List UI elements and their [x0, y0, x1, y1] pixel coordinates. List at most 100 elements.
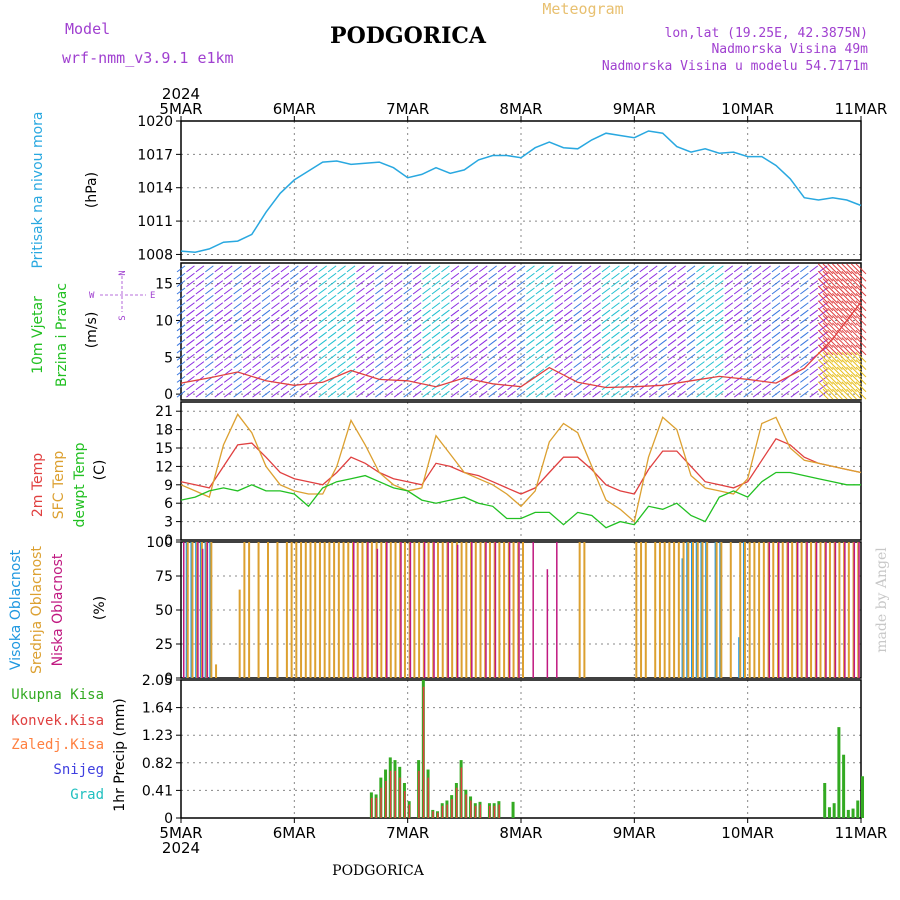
wind-barb — [403, 390, 412, 398]
wind-barb — [497, 368, 507, 376]
wind-barb — [431, 368, 441, 376]
wind-barb — [365, 331, 375, 339]
wind-barb — [422, 331, 431, 339]
low-cloud-bar — [815, 542, 818, 678]
wind-barb — [573, 265, 582, 273]
wind-barb — [375, 353, 384, 361]
wind-barb — [356, 324, 365, 332]
wind-barb — [412, 331, 422, 339]
wind-barb — [601, 390, 611, 398]
wind-barb — [299, 280, 309, 288]
altitude-label: Nadmorska Visina 49m — [711, 42, 868, 57]
wind-barb — [280, 302, 290, 310]
conv-precip-bar — [408, 804, 411, 818]
wind-barb — [195, 317, 205, 324]
temp-ytick-label: 6 — [164, 496, 173, 512]
wind-barb — [832, 351, 843, 363]
wind-barb — [469, 353, 479, 361]
wind-barb — [563, 361, 573, 369]
mid-cloud-bar — [474, 542, 477, 678]
wind-barb — [375, 324, 384, 332]
wind-barb — [516, 272, 526, 280]
wind-barb — [827, 307, 839, 319]
wind-barb — [639, 309, 649, 317]
wind-barb — [601, 375, 611, 383]
wind-barb — [800, 353, 809, 361]
wind-barb — [223, 375, 233, 383]
meteogram-label: Meteogram — [542, 0, 623, 18]
wind-barb — [299, 324, 309, 332]
wind-barb — [832, 337, 843, 348]
wind-barb — [781, 339, 790, 346]
wind-barb — [176, 272, 186, 280]
wind-barb — [450, 353, 460, 361]
wind-barb — [337, 287, 346, 295]
wind-barb — [233, 375, 242, 383]
wind-barb — [800, 346, 809, 354]
wind-barb — [290, 272, 299, 280]
wind-barb — [846, 307, 857, 319]
wind-barb — [223, 302, 233, 310]
wind-barb — [469, 302, 479, 310]
wind-barb — [841, 263, 853, 275]
wind-barb — [460, 280, 469, 288]
wind-barb — [261, 390, 271, 398]
wind-barb — [686, 302, 696, 310]
mid-cloud-bar — [290, 542, 293, 678]
wind-barb — [195, 383, 205, 391]
wind-barb — [384, 280, 394, 288]
wind-barb — [827, 359, 839, 370]
wind-barb — [582, 331, 592, 339]
wind-barb — [346, 265, 356, 273]
mid-cloud-bar — [285, 542, 288, 678]
wind-barb — [850, 293, 862, 304]
wind-barb — [384, 309, 394, 317]
wind-barb — [836, 388, 848, 400]
wind-barb — [752, 361, 762, 369]
wind-barb — [752, 368, 762, 376]
wind-barb — [573, 294, 582, 302]
wind-barb — [639, 346, 649, 354]
wind-barb — [592, 280, 601, 288]
wind-barb — [630, 339, 639, 346]
mid-cloud-bar — [720, 542, 723, 678]
wind-barb — [516, 361, 526, 369]
wind-barb — [375, 331, 384, 339]
wind-barb — [393, 324, 403, 332]
wind-barb — [205, 324, 214, 332]
wind-barb — [346, 339, 356, 346]
wind-barb — [790, 309, 800, 317]
wind-barb — [822, 315, 834, 326]
mid-cloud-bar — [427, 542, 430, 678]
wind-barb — [611, 331, 620, 339]
wind-barb — [715, 272, 724, 280]
wind-barb — [724, 280, 734, 288]
wind-barb — [836, 366, 848, 378]
wind-barb — [223, 272, 233, 280]
wind-barb — [554, 346, 564, 354]
wind-barb — [836, 300, 848, 312]
wind-barb — [214, 317, 224, 324]
wind-barb — [836, 270, 848, 282]
wind-barb — [563, 272, 573, 280]
temp-ytick-label: 21 — [155, 404, 173, 420]
wind-barb — [832, 263, 843, 275]
wind-barb — [299, 317, 309, 324]
mid-cloud-bar — [715, 542, 718, 678]
wind-barb — [846, 374, 857, 385]
wind-barb — [393, 339, 403, 346]
wind-barb — [648, 302, 658, 310]
wind-barb — [677, 294, 686, 302]
wind-barb — [832, 293, 843, 304]
wind-barb — [460, 361, 469, 369]
conv-precip-bar — [422, 686, 425, 818]
wind-barb — [375, 287, 384, 295]
wind-barb — [535, 280, 545, 288]
pressure-ytick-label: 1008 — [137, 247, 173, 263]
wind-barb — [318, 280, 327, 288]
wind-barb — [469, 346, 479, 354]
wind-barb — [545, 272, 554, 280]
wind-barb — [850, 366, 862, 378]
wind-barb — [516, 309, 526, 317]
wind-barb — [592, 265, 601, 273]
